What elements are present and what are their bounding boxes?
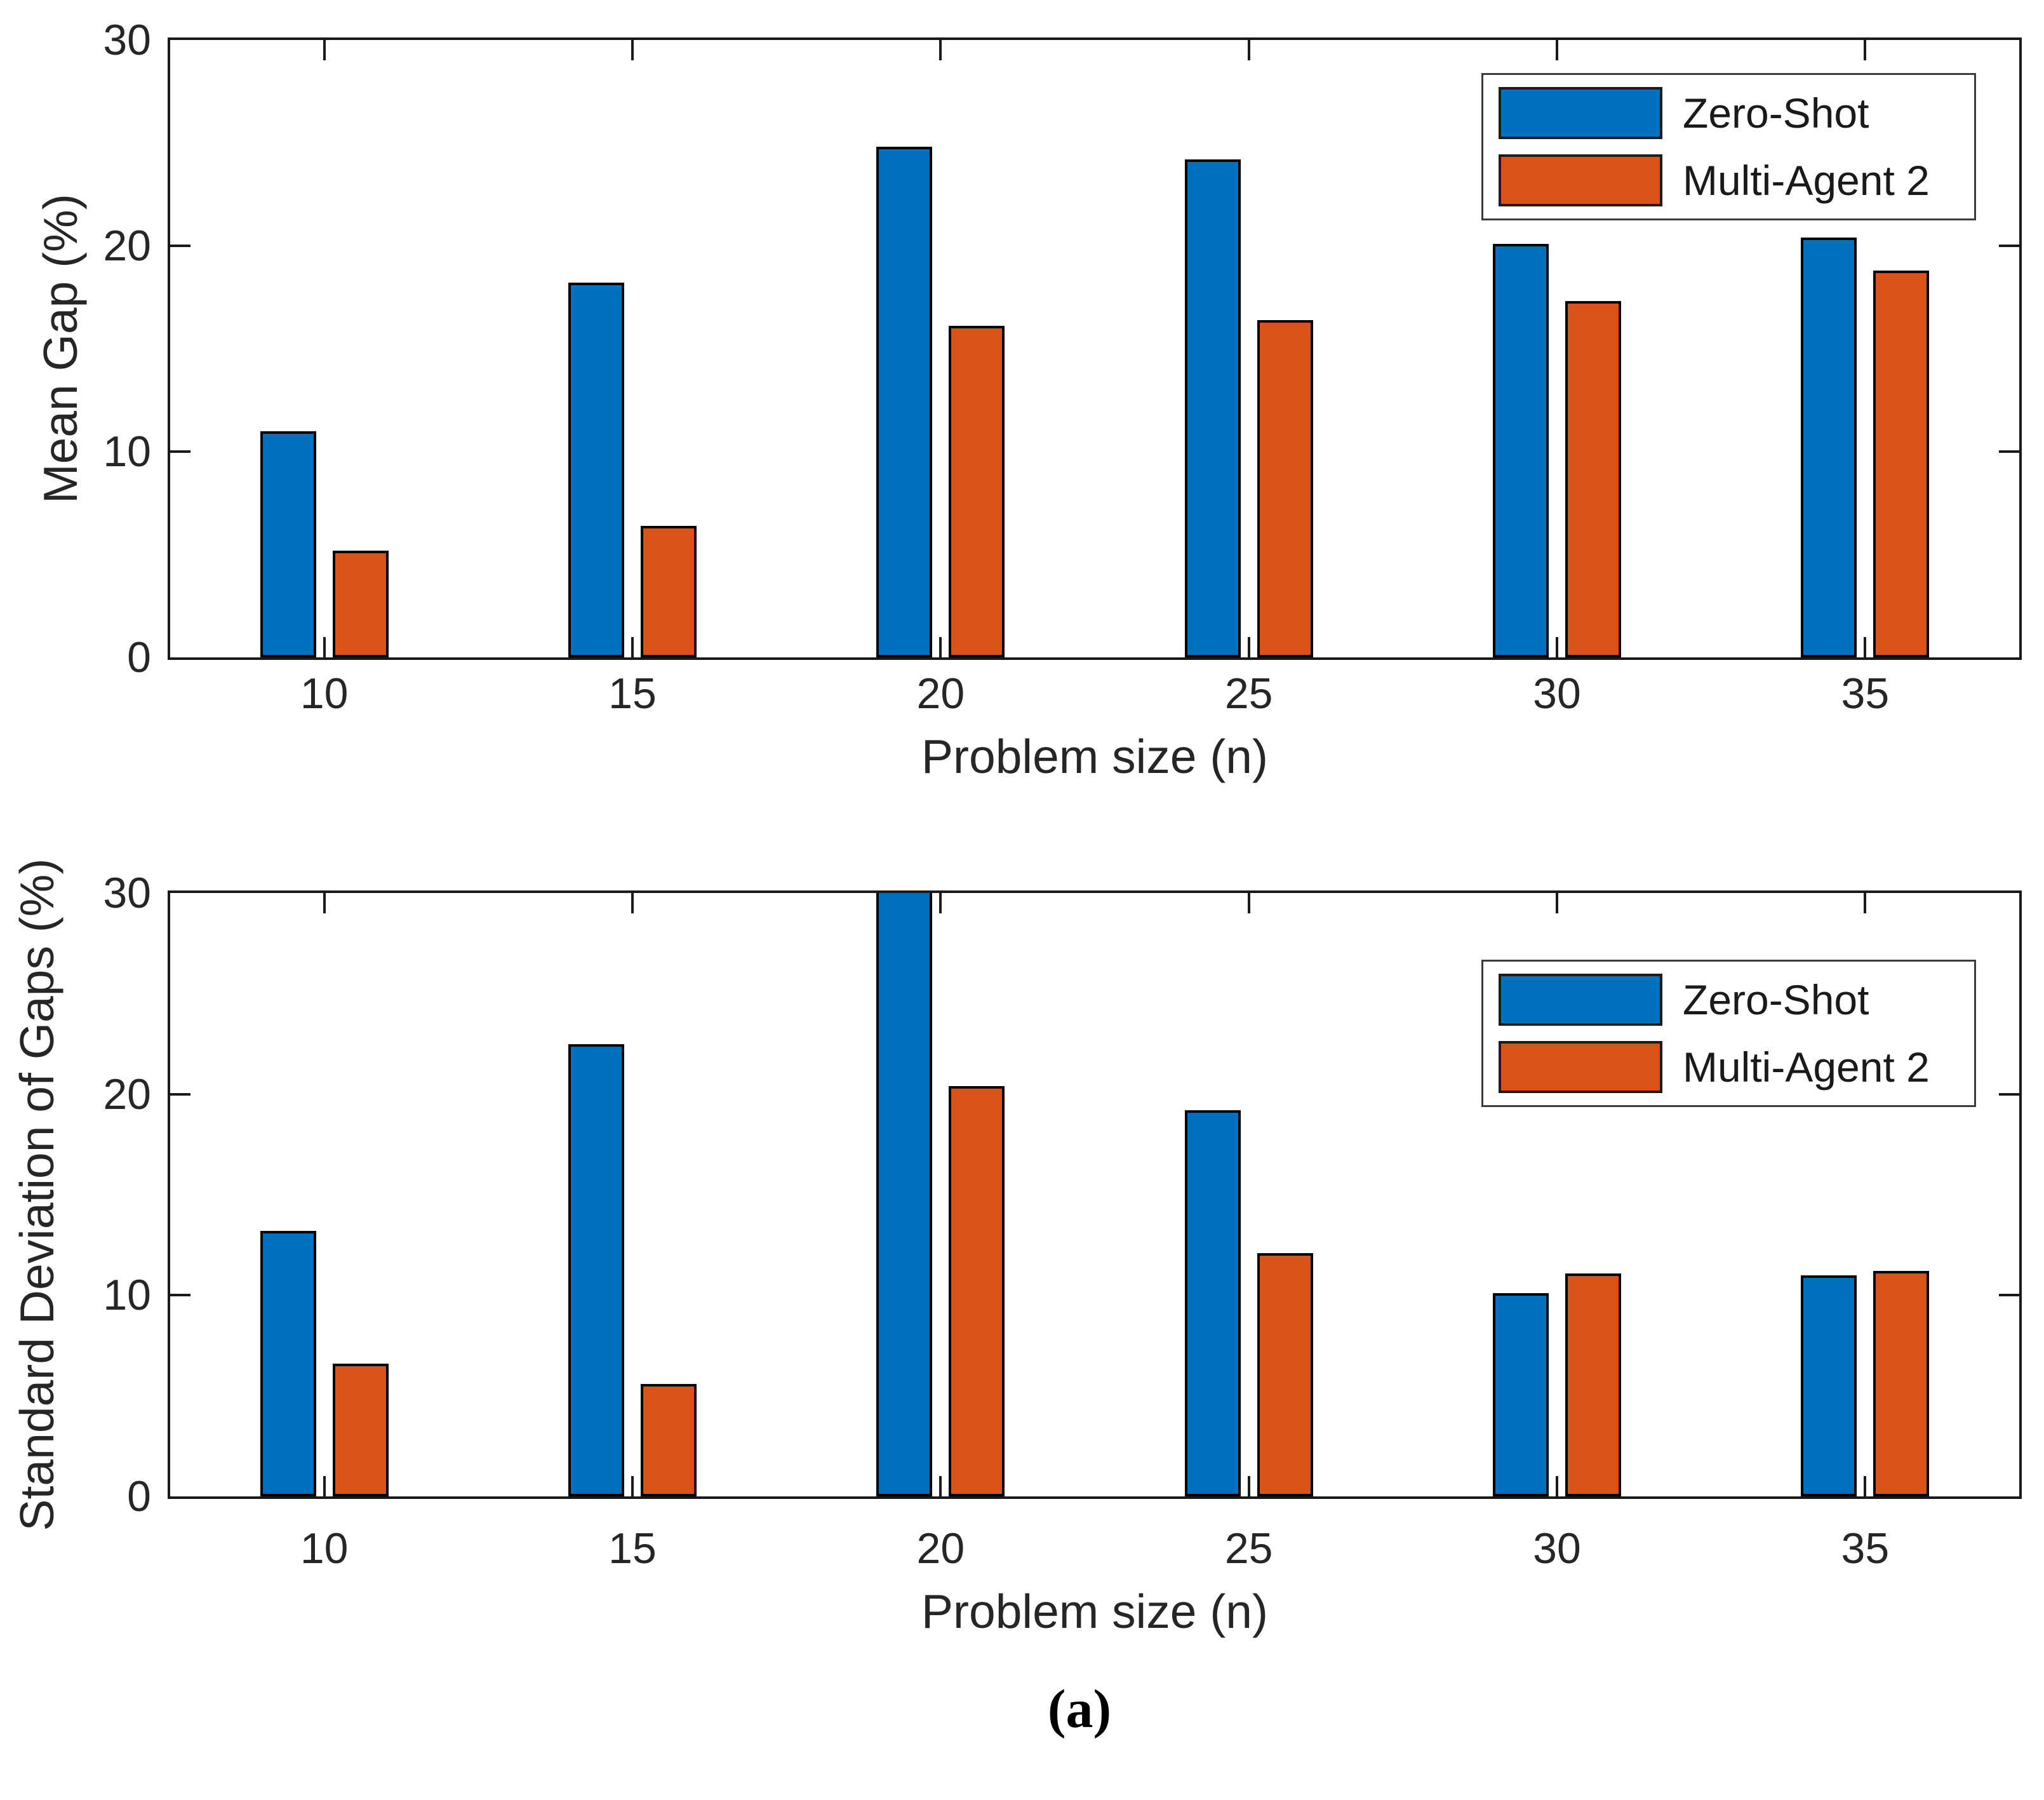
y-tick-label-10: 10: [103, 427, 151, 476]
bar-zero-shot-n20: [876, 893, 933, 1496]
y-tick-label-30: 30: [103, 869, 151, 917]
legend-swatch-multi-agent-2: [1499, 1041, 1662, 1093]
legend-label: Zero-Shot: [1683, 90, 1869, 137]
bar-multi-agent-2-n10: [332, 1364, 389, 1496]
y-tick-right-10: [1999, 450, 2019, 453]
y-tick-left-20: [170, 245, 190, 247]
x-tick-top-20: [939, 40, 942, 60]
x-tick-label-30: 30: [1533, 669, 1581, 718]
legend-swatch-zero-shot: [1499, 87, 1662, 139]
y-tick-label-20: 20: [103, 1070, 151, 1118]
x-tick-label-25: 25: [1224, 1524, 1273, 1573]
y-tick-right-20: [1999, 245, 2019, 247]
bar-zero-shot-n15: [568, 1044, 624, 1496]
y-tick-label-0: 0: [127, 1472, 151, 1521]
x-tick-top-35: [1864, 893, 1867, 913]
y-tick-label-30: 30: [103, 16, 151, 64]
x-tick-bottom-15: [631, 1476, 634, 1496]
x-tick-top-35: [1864, 40, 1867, 60]
legend: Zero-Shot Multi-Agent 2: [1481, 73, 1976, 220]
y-tick-label-20: 20: [103, 222, 151, 270]
bar-zero-shot-n35: [1801, 1275, 1857, 1496]
x-tick-bottom-25: [1247, 637, 1250, 657]
y-tick-label-10: 10: [103, 1271, 151, 1320]
x-tick-label-35: 35: [1841, 669, 1890, 718]
x-tick-top-30: [1556, 893, 1558, 913]
bar-zero-shot-n20: [876, 147, 933, 657]
bar-multi-agent-2-n15: [641, 525, 697, 657]
legend-row-multi-agent-2: Multi-Agent 2: [1499, 154, 1959, 207]
legend-label: Zero-Shot: [1683, 976, 1869, 1023]
legend-swatch-multi-agent-2: [1499, 154, 1662, 206]
x-tick-label-20: 20: [916, 1524, 965, 1573]
bar-multi-agent-2-n35: [1873, 270, 1930, 657]
x-tick-bottom-20: [939, 1476, 942, 1496]
x-tick-top-10: [323, 893, 326, 913]
bar-multi-agent-2-n35: [1873, 1271, 1930, 1496]
x-tick-top-25: [1247, 893, 1250, 913]
x-tick-top-20: [939, 893, 942, 913]
legend-label: Multi-Agent 2: [1683, 1044, 1930, 1091]
bar-multi-agent-2-n25: [1257, 1253, 1313, 1496]
x-tick-top-30: [1556, 40, 1558, 60]
bar-zero-shot-n25: [1184, 159, 1241, 657]
bar-multi-agent-2-n30: [1565, 1273, 1621, 1496]
x-tick-label-25: 25: [1224, 669, 1273, 718]
bar-multi-agent-2-n25: [1257, 319, 1313, 657]
x-tick-top-15: [631, 40, 634, 60]
bar-zero-shot-n10: [260, 1231, 316, 1496]
x-tick-label-15: 15: [608, 669, 657, 718]
x-tick-bottom-20: [939, 637, 942, 657]
x-tick-label-35: 35: [1841, 1524, 1890, 1573]
bar-multi-agent-2-n30: [1565, 301, 1621, 657]
bar-zero-shot-n15: [568, 283, 624, 657]
x-tick-top-25: [1247, 40, 1250, 60]
x-tick-bottom-10: [323, 1476, 326, 1496]
x-tick-bottom-10: [323, 637, 326, 657]
x-tick-bottom-35: [1864, 637, 1867, 657]
x-tick-label-10: 10: [300, 1524, 349, 1573]
y-axis-label-std-gaps: Standard Deviation of Gaps (%): [10, 858, 63, 1531]
legend-row-zero-shot: Zero-Shot: [1499, 86, 1959, 140]
bar-zero-shot-n30: [1493, 243, 1549, 657]
legend-row-zero-shot: Zero-Shot: [1499, 973, 1959, 1026]
legend: Zero-Shot Multi-Agent 2: [1481, 960, 1976, 1107]
bar-multi-agent-2-n20: [949, 1086, 1005, 1496]
bar-multi-agent-2-n10: [332, 550, 389, 657]
bar-zero-shot-n25: [1184, 1110, 1241, 1496]
x-tick-bottom-15: [631, 637, 634, 657]
bar-multi-agent-2-n15: [641, 1383, 697, 1496]
x-tick-bottom-30: [1556, 1476, 1558, 1496]
y-tick-right-20: [1999, 1092, 2019, 1096]
x-axis-label-mean-gap: Problem size (n): [921, 730, 1268, 783]
y-tick-label-0: 0: [127, 633, 151, 682]
subfigure-caption: (a): [1047, 1678, 1112, 1739]
x-tick-bottom-25: [1247, 1476, 1250, 1496]
x-tick-label-15: 15: [608, 1524, 657, 1573]
bar-zero-shot-n35: [1801, 238, 1857, 657]
x-tick-label-20: 20: [916, 669, 965, 718]
x-tick-top-15: [631, 893, 634, 913]
legend-label: Multi-Agent 2: [1683, 157, 1930, 204]
legend-swatch-zero-shot: [1499, 974, 1662, 1026]
y-tick-left-20: [170, 1092, 190, 1096]
x-tick-bottom-35: [1864, 1476, 1867, 1496]
bar-multi-agent-2-n20: [949, 326, 1005, 657]
y-tick-right-10: [1999, 1294, 2019, 1297]
y-tick-left-10: [170, 1294, 190, 1297]
x-tick-bottom-30: [1556, 637, 1558, 657]
x-axis-label-std-gaps: Problem size (n): [921, 1585, 1268, 1638]
y-tick-left-10: [170, 450, 190, 453]
x-tick-top-10: [323, 40, 326, 60]
bar-zero-shot-n10: [260, 431, 316, 657]
x-tick-label-10: 10: [300, 669, 349, 718]
legend-row-multi-agent-2: Multi-Agent 2: [1499, 1040, 1959, 1094]
bar-zero-shot-n30: [1493, 1293, 1549, 1496]
x-tick-label-30: 30: [1533, 1524, 1581, 1573]
